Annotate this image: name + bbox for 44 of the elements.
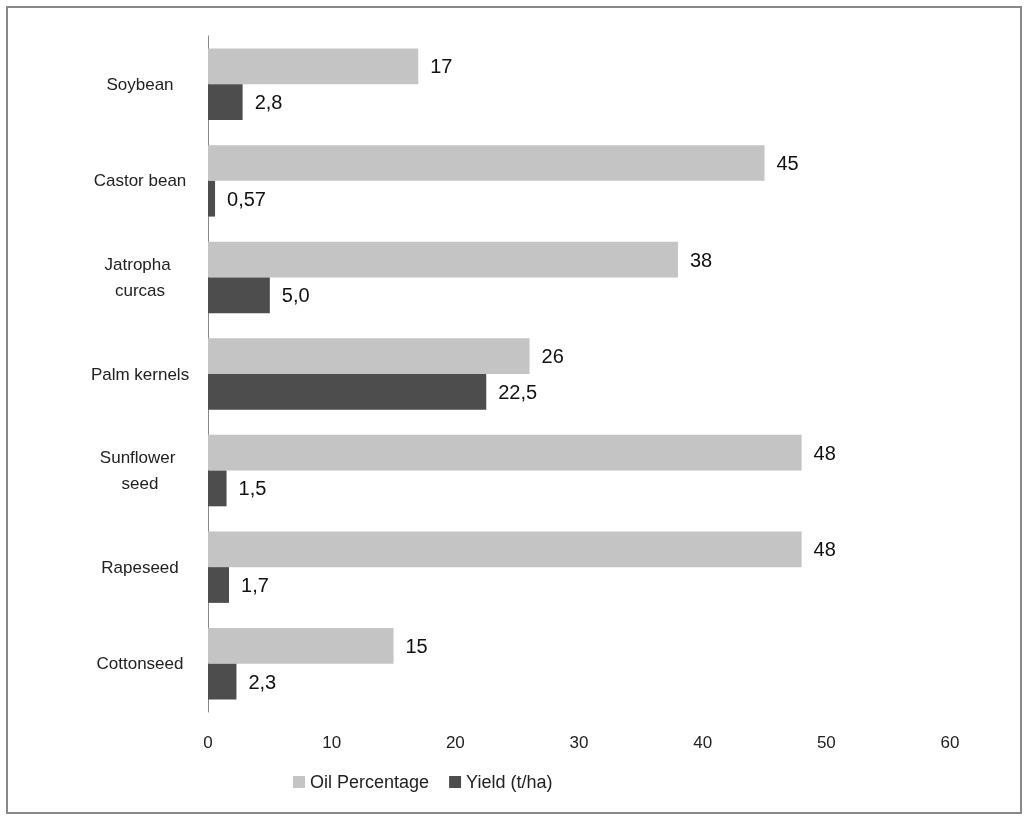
- bar: [208, 277, 270, 314]
- data-label: 48: [813, 538, 836, 561]
- data-label: 26: [541, 345, 564, 368]
- x-tick-label: 0: [203, 733, 213, 752]
- x-tick-label: 40: [693, 733, 713, 752]
- bar: [208, 434, 802, 471]
- bar: [208, 374, 487, 410]
- data-label: 5,0: [281, 284, 310, 307]
- data-label: 1,7: [241, 574, 269, 597]
- bar: [208, 241, 678, 278]
- legend-label: Yield (t/ha): [466, 772, 553, 792]
- x-tick-label: 10: [322, 733, 342, 752]
- data-label: 2,3: [248, 670, 277, 693]
- y-tick-label: Soybean: [106, 74, 174, 94]
- bar: [208, 627, 394, 664]
- bar: [208, 145, 765, 181]
- x-tick-label: 60: [940, 733, 960, 752]
- data-label: 1,5: [238, 477, 267, 500]
- y-tick-label: Castor bean: [93, 171, 187, 191]
- bar: [208, 470, 227, 507]
- data-label: 45: [776, 151, 799, 174]
- bar: [208, 567, 230, 603]
- x-tick-label: 20: [445, 733, 465, 752]
- data-label: 38: [689, 248, 713, 271]
- bar: [208, 663, 237, 700]
- data-label: 48: [813, 441, 836, 464]
- y-tick-label: Cottonseed: [96, 654, 184, 674]
- y-tick-label: Sunflower seed: [99, 448, 181, 494]
- data-label: 2,8: [254, 91, 283, 114]
- x-tick-label: 50: [816, 733, 836, 752]
- bar: [208, 84, 243, 121]
- x-tick-label: 30: [569, 733, 589, 752]
- data-label: 15: [405, 634, 428, 657]
- y-tick-label: Rapeseed: [101, 557, 179, 577]
- y-tick-label: Jatropha curcas: [104, 254, 176, 300]
- data-label: 0,57: [227, 187, 266, 210]
- bar: [208, 180, 216, 217]
- data-label: 22,5: [498, 380, 538, 403]
- legend-label: Oil Percentage: [310, 772, 430, 792]
- bar: [208, 531, 802, 568]
- data-label: 17: [430, 55, 453, 78]
- y-tick-label: Palm kernels: [90, 364, 190, 384]
- bar: [208, 48, 419, 85]
- bar: [208, 338, 530, 374]
